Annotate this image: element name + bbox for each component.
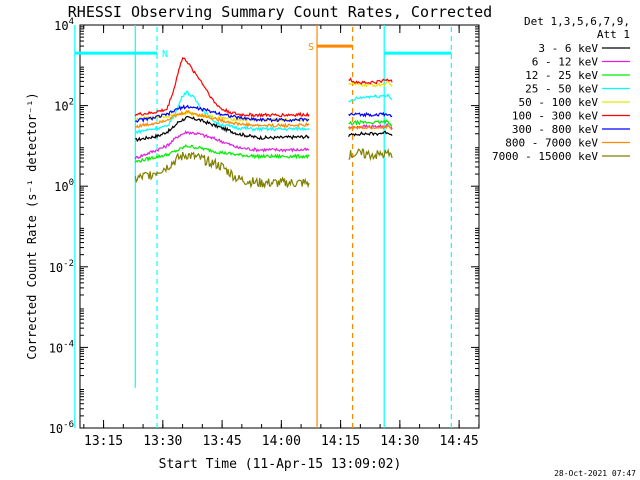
series-line: [348, 111, 393, 118]
legend-label: 25 - 50 keV: [525, 83, 598, 96]
series-line: [348, 119, 393, 127]
legend-label: 12 - 25 keV: [525, 69, 598, 82]
x-tick-label: 14:45: [440, 434, 479, 449]
series-line: [134, 57, 310, 118]
legend-label: 3 - 6 keV: [538, 42, 598, 55]
series-line: [134, 144, 310, 163]
y-tick-label: 100: [54, 178, 74, 194]
x-tick-label: 14:00: [262, 434, 301, 449]
y-tick-label: 102: [54, 98, 74, 114]
legend-header-line2: Att 1: [597, 28, 630, 41]
series-line: [134, 109, 310, 129]
legend-label: 100 - 300 keV: [512, 110, 598, 123]
chart-title: RHESSI Observing Summary Count Rates, Co…: [68, 3, 492, 21]
y-tick-label: 10-6: [49, 420, 74, 436]
y-tick-label: 10-2: [49, 259, 74, 275]
y-axis-label: Corrected Count Rate (s⁻¹ detector⁻¹): [25, 92, 39, 359]
x-axis-label: Start Time (11-Apr-15 13:09:02): [159, 457, 402, 472]
x-tick-label: 13:15: [84, 434, 123, 449]
y-tick-label: 104: [54, 17, 74, 33]
series-line: [135, 115, 310, 143]
series-line: [348, 147, 393, 162]
legend-header-line1: Det 1,3,5,6,7,9,: [524, 15, 630, 28]
legend-label: 800 - 7000 keV: [505, 137, 598, 150]
status-bar-label: N: [162, 49, 168, 60]
series-line: [348, 77, 393, 85]
series-line: [134, 130, 310, 160]
legend-label: 50 - 100 keV: [519, 96, 599, 109]
timestamp: 28-Oct-2021 07:47: [554, 469, 636, 478]
x-tick-label: 14:15: [321, 434, 360, 449]
series-line: [135, 104, 310, 123]
series-line: [348, 130, 393, 137]
series-line: [135, 90, 310, 135]
plot-area: 13:15 13:30 13:45 14:00 14:15 14:30 14:45 10-6 1…: [49, 17, 480, 449]
x-tick-label: 13:45: [203, 434, 242, 449]
x-tick-label: 13:30: [143, 434, 182, 449]
plot-frame: [79, 24, 480, 429]
legend-label: 7000 - 15000 keV: [492, 150, 598, 163]
series-line: [348, 93, 393, 103]
legend-label: 6 - 12 keV: [532, 56, 599, 69]
series-line: [348, 124, 393, 131]
legend-label: 300 - 800 keV: [512, 123, 598, 136]
x-tick-label: 14:30: [380, 434, 419, 449]
y-tick-label: 10-4: [49, 339, 74, 355]
status-bar-label: S: [308, 42, 314, 53]
series-line: [134, 151, 310, 189]
